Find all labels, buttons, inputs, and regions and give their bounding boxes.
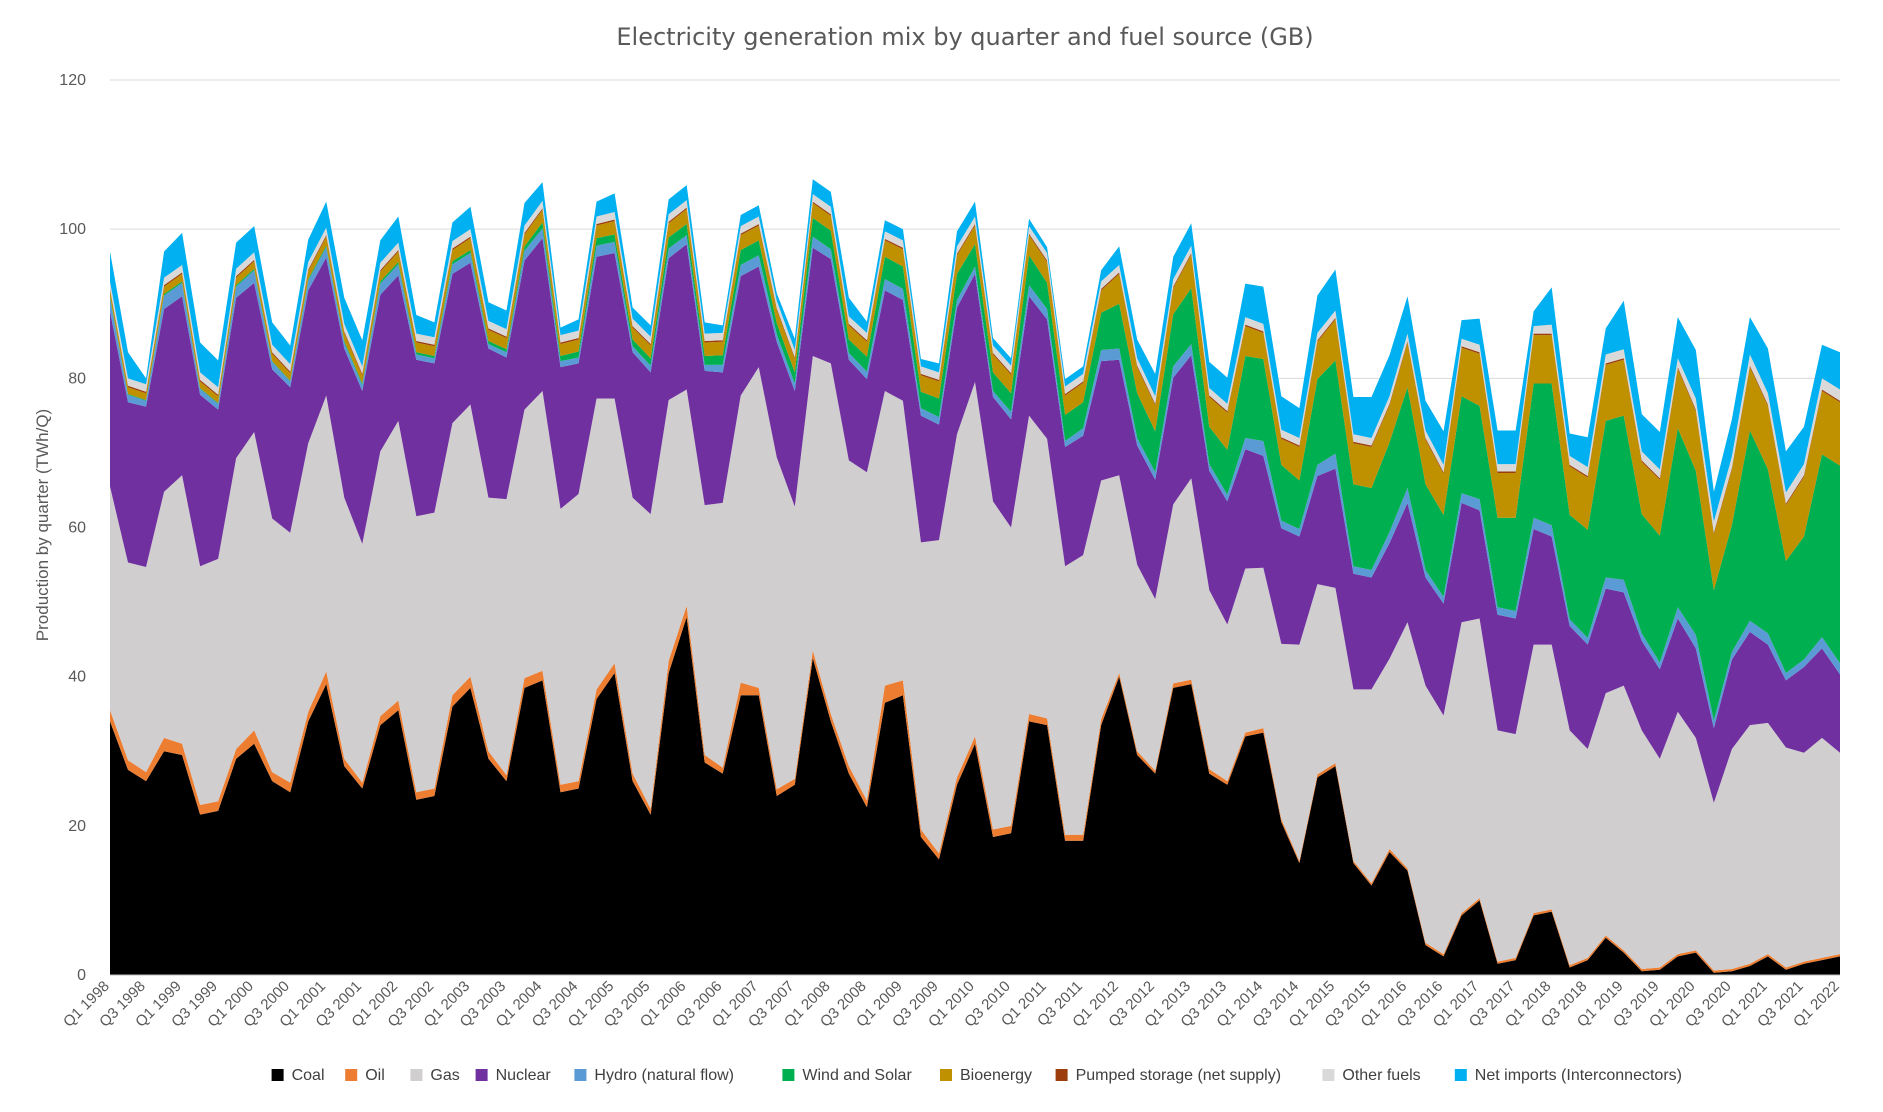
- legend-item-pumped-storage-net-supply: Pumped storage (net supply): [1055, 1067, 1281, 1084]
- legend-item-coal: Coal: [271, 1067, 325, 1084]
- y-tick-labels: 0 20 40 60 80 100 120: [59, 72, 86, 984]
- y-axis-label: Production by quarter (TWh/Q): [33, 409, 52, 641]
- y-tick-label: 20: [68, 818, 86, 835]
- legend-item-hydro-natural-flow: Hydro (natural flow): [574, 1067, 734, 1084]
- legend-swatch: [1454, 1069, 1467, 1081]
- area-nuclear: [110, 238, 1840, 803]
- y-tick-label: 80: [68, 370, 86, 387]
- legend-swatch: [940, 1069, 952, 1081]
- legend-swatch: [475, 1069, 488, 1081]
- chart-title: Electricity generation mix by quarter an…: [616, 23, 1313, 51]
- legend-item-oil: Oil: [345, 1067, 385, 1084]
- legend-label: Other fuels: [1342, 1067, 1420, 1084]
- legend-label: Wind and Solar: [802, 1067, 912, 1084]
- legend-label: Gas: [430, 1067, 459, 1084]
- legend-swatch: [410, 1069, 423, 1081]
- legend-label: Oil: [365, 1067, 385, 1084]
- legend-label: Bioenergy: [960, 1067, 1032, 1084]
- y-tick-label: 120: [59, 72, 86, 89]
- legend-swatch: [1055, 1069, 1068, 1081]
- stacked-areas: [110, 179, 1840, 975]
- legend-item-net-imports-interconnectors: Net imports (Interconnectors): [1454, 1067, 1682, 1084]
- legend-label: Pumped storage (net supply): [1076, 1067, 1281, 1084]
- legend-label: Coal: [292, 1067, 325, 1084]
- legend-swatch: [345, 1069, 358, 1081]
- y-tick-label: 100: [59, 221, 86, 238]
- legend-item-gas: Gas: [410, 1067, 460, 1084]
- legend-item-nuclear: Nuclear: [475, 1067, 552, 1084]
- legend-swatch: [1322, 1069, 1335, 1081]
- legend-item-wind-and-solar: Wind and Solar: [782, 1067, 912, 1084]
- legend-swatch: [271, 1069, 284, 1081]
- legend-swatch: [574, 1069, 587, 1081]
- legend-swatch: [782, 1069, 795, 1081]
- legend-item-bioenergy: Bioenergy: [940, 1067, 1032, 1084]
- y-tick-label: 60: [68, 520, 86, 537]
- legend-item-other-fuels: Other fuels: [1322, 1067, 1421, 1084]
- legend-label: Hydro (natural flow): [594, 1067, 734, 1084]
- area-coal: [110, 617, 1840, 975]
- legend-label: Nuclear: [496, 1067, 552, 1084]
- y-tick-label: 40: [68, 669, 86, 686]
- area-gas: [110, 355, 1840, 971]
- legend: Coal Oil Gas Nuclear Hydro (natural flow) Win…: [271, 1067, 1682, 1084]
- legend-label: Net imports (Interconnectors): [1475, 1067, 1682, 1084]
- y-tick-label: 0: [77, 967, 86, 984]
